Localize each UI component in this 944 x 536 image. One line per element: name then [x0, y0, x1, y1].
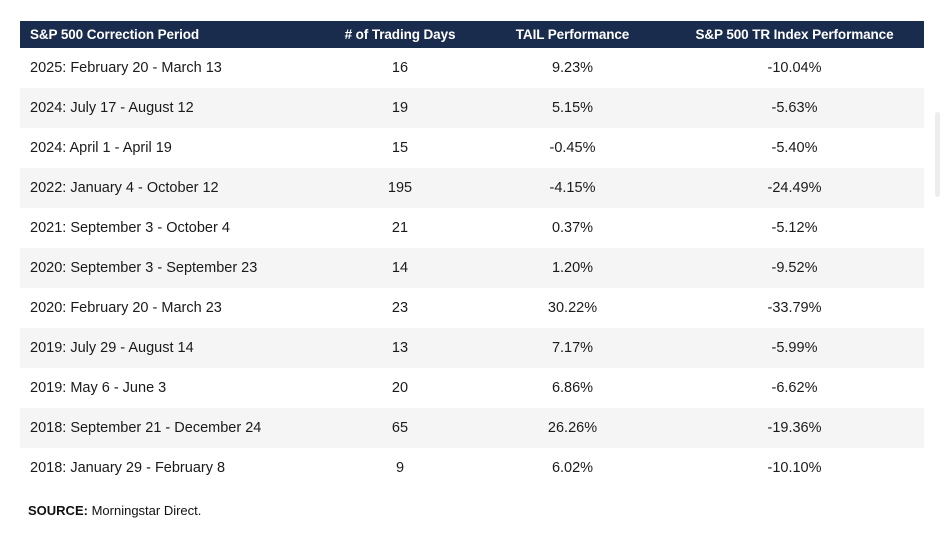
cell-sp500-tr-performance: -6.62%: [771, 380, 818, 396]
cell-correction-period: 2020: February 20 - March 23: [30, 300, 222, 316]
cell-trading-days: 15: [391, 140, 409, 156]
table-row: 2024: April 1 - April 19 15 -0.45% -5.40…: [20, 128, 924, 168]
cell-tail-performance: 0.37%: [551, 220, 594, 236]
table-row: 2021: September 3 - October 4 21 0.37% -…: [20, 208, 924, 248]
cell-correction-period: 2020: September 3 - September 23: [30, 260, 258, 276]
cell-correction-period: 2024: April 1 - April 19: [30, 140, 172, 156]
table-header-row: S&P 500 Correction Period # of Trading D…: [20, 21, 924, 48]
cell-tail-performance: 5.15%: [551, 100, 594, 116]
cell-trading-days: 21: [391, 220, 409, 236]
column-header-tail-performance: TAIL Performance: [515, 27, 630, 42]
source-label: SOURCE:: [28, 503, 88, 518]
cell-trading-days: 16: [391, 60, 409, 76]
cell-sp500-tr-performance: -5.40%: [771, 140, 818, 156]
table-row: 2025: February 20 - March 13 16 9.23% -1…: [20, 48, 924, 88]
cell-tail-performance: -0.45%: [549, 140, 596, 156]
source-text: Morningstar Direct.: [91, 503, 202, 518]
cell-sp500-tr-performance: -5.12%: [771, 220, 818, 236]
cell-sp500-tr-performance: -9.52%: [771, 260, 818, 276]
cell-correction-period: 2025: February 20 - March 13: [30, 60, 222, 76]
cell-tail-performance: 7.17%: [551, 340, 594, 356]
cell-correction-period: 2021: September 3 - October 4: [30, 220, 230, 236]
cell-sp500-tr-performance: -33.79%: [767, 300, 822, 316]
scrollbar-thumb[interactable]: [935, 112, 940, 197]
cell-trading-days: 13: [391, 340, 409, 356]
cell-tail-performance: 9.23%: [551, 60, 594, 76]
cell-sp500-tr-performance: -10.10%: [767, 460, 822, 476]
cell-tail-performance: 1.20%: [551, 260, 594, 276]
cell-sp500-tr-performance: -5.99%: [771, 340, 818, 356]
table-body: 2025: February 20 - March 13 16 9.23% -1…: [20, 48, 924, 488]
cell-sp500-tr-performance: -10.04%: [767, 60, 822, 76]
cell-correction-period: 2018: January 29 - February 8: [30, 460, 226, 476]
cell-correction-period: 2018: September 21 - December 24: [30, 420, 262, 436]
cell-sp500-tr-performance: -24.49%: [767, 180, 822, 196]
cell-tail-performance: -4.15%: [549, 180, 596, 196]
table-row: 2020: September 3 - September 23 14 1.20…: [20, 248, 924, 288]
cell-trading-days: 23: [391, 300, 409, 316]
cell-tail-performance: 26.26%: [547, 420, 598, 436]
table-row: 2024: July 17 - August 12 19 5.15% -5.63…: [20, 88, 924, 128]
cell-trading-days: 65: [391, 420, 409, 436]
cell-tail-performance: 6.02%: [551, 460, 594, 476]
cell-trading-days: 20: [391, 380, 409, 396]
cell-correction-period: 2022: January 4 - October 12: [30, 180, 219, 196]
cell-sp500-tr-performance: -5.63%: [771, 100, 818, 116]
table-row: 2019: July 29 - August 14 13 7.17% -5.99…: [20, 328, 924, 368]
cell-trading-days: 9: [395, 460, 405, 476]
column-header-correction-period: S&P 500 Correction Period: [30, 27, 200, 42]
table-row: 2022: January 4 - October 12 195 -4.15% …: [20, 168, 924, 208]
column-header-trading-days: # of Trading Days: [344, 27, 456, 42]
table-row: 2020: February 20 - March 23 23 30.22% -…: [20, 288, 924, 328]
cell-trading-days: 14: [391, 260, 409, 276]
table-row: 2018: September 21 - December 24 65 26.2…: [20, 408, 924, 448]
cell-tail-performance: 6.86%: [551, 380, 594, 396]
cell-correction-period: 2019: May 6 - June 3: [30, 380, 167, 396]
correction-periods-table: S&P 500 Correction Period # of Trading D…: [20, 21, 924, 488]
cell-trading-days: 19: [391, 100, 409, 116]
cell-correction-period: 2024: July 17 - August 12: [30, 100, 194, 116]
table-row: 2019: May 6 - June 3 20 6.86% -6.62%: [20, 368, 924, 408]
table-row: 2018: January 29 - February 8 9 6.02% -1…: [20, 448, 924, 488]
source-note: SOURCE: Morningstar Direct.: [28, 503, 201, 518]
cell-tail-performance: 30.22%: [547, 300, 598, 316]
cell-correction-period: 2019: July 29 - August 14: [30, 340, 194, 356]
cell-trading-days: 195: [387, 180, 413, 196]
column-header-sp500-tr-performance: S&P 500 TR Index Performance: [695, 27, 894, 42]
cell-sp500-tr-performance: -19.36%: [767, 420, 822, 436]
